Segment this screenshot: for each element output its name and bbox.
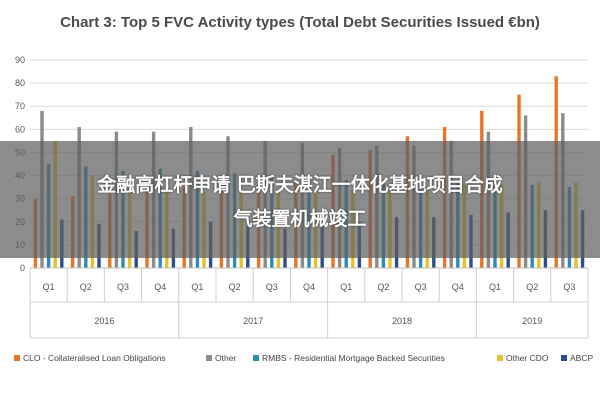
x-tick-label: Q4 (303, 282, 315, 292)
x-tick-label: Q4 (452, 282, 464, 292)
legend-label: Other CDO (506, 353, 549, 363)
x-tick-label: Q2 (229, 282, 241, 292)
x-tick-label: Q3 (563, 282, 575, 292)
x-tick-label: Q2 (526, 282, 538, 292)
chart-title: Chart 3: Top 5 FVC Activity types (Total… (60, 14, 540, 31)
x-tick-label: Q1 (191, 282, 203, 292)
legend-label: Other (215, 353, 236, 363)
legend-swatch (253, 355, 259, 361)
x-tick-label: Q2 (80, 282, 92, 292)
y-tick-label: 0 (20, 263, 25, 273)
x-tick-label: Q2 (377, 282, 389, 292)
legend-swatch (497, 355, 503, 361)
overlay-band (0, 141, 600, 258)
overlay-line-2: 气装置机械竣工 (233, 208, 367, 230)
x-tick-label: Q3 (266, 282, 278, 292)
legend-swatch (14, 355, 20, 361)
y-tick-label: 60 (15, 124, 25, 134)
legend-swatch (206, 355, 212, 361)
overlay-line-1: 金融高杠杆申请 巴斯夫湛江一体化基地项目合成 (97, 174, 503, 196)
x-tick-label: Q1 (489, 282, 501, 292)
year-label: 2016 (94, 316, 114, 326)
year-label: 2019 (522, 316, 542, 326)
legend-swatch (561, 355, 567, 361)
legend-label: CLO - Collateralised Loan Obligations (23, 353, 166, 363)
y-tick-label: 80 (15, 78, 25, 88)
x-tick-label: Q4 (154, 282, 166, 292)
legend-label: RMBS - Residential Mortgage Backed Secur… (262, 353, 445, 363)
y-tick-label: 90 (15, 55, 25, 65)
legend-label: ABCP (570, 353, 593, 363)
x-tick-label: Q3 (117, 282, 129, 292)
x-tick-label: Q3 (415, 282, 427, 292)
y-tick-label: 70 (15, 101, 25, 111)
year-label: 2017 (243, 316, 263, 326)
x-tick-label: Q1 (43, 282, 55, 292)
overlay-caption: 金融高杠杆申请 巴斯夫湛江一体化基地项目合成 气装置机械竣工 (0, 168, 600, 236)
legend: CLO - Collateralised Loan Obligations Oth… (14, 353, 593, 363)
x-tick-label: Q1 (340, 282, 352, 292)
year-label: 2018 (392, 316, 412, 326)
